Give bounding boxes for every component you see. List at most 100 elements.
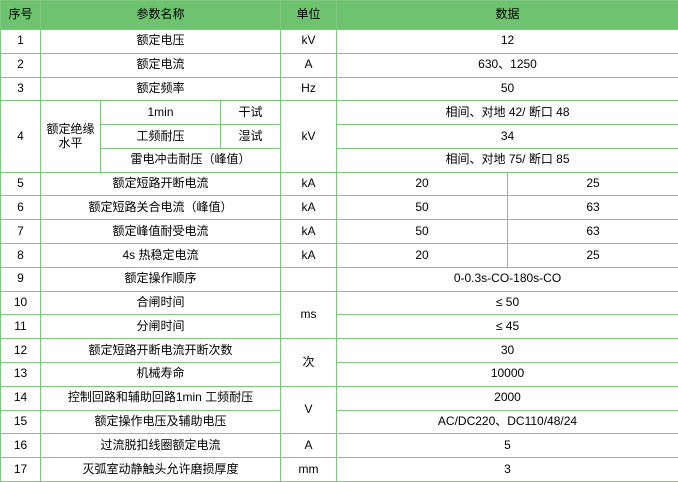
table-row: 17 灭弧室动静触头允许磨损厚度 mm 3 xyxy=(0,457,678,482)
row-index: 16 xyxy=(0,433,41,459)
row-unit: kV xyxy=(280,100,337,173)
table-row: 6 额定短路关合电流（峰值） kA 50 63 xyxy=(0,195,678,221)
table-row-insulation-2: 工频耐压 湿试 34 xyxy=(1,124,678,149)
row-parameter-name: 额定短路关合电流（峰值） xyxy=(40,195,281,221)
row-data-left: 50 xyxy=(336,219,508,245)
table-row: 5 额定短路开断电流 kA 20 25 xyxy=(0,171,678,197)
row-parameter-name: 控制回路和辅助回路1min 工频耐压 xyxy=(40,385,281,411)
row-data-right: 63 xyxy=(506,219,678,245)
table-row: 13 机械寿命 10000 xyxy=(0,361,678,387)
header-cell-index: 序号 xyxy=(0,0,41,30)
row-data-left: 50 xyxy=(336,195,508,221)
table-row: 7 额定峰值耐受电流 kA 50 63 xyxy=(0,219,678,245)
insulation-condition-dry: 干试 xyxy=(220,100,281,126)
table-row: 10 合闸时间 ms ≤ 50 xyxy=(0,290,678,340)
row-unit: kA xyxy=(280,243,337,268)
row-data: 0-0.3s-CO-180s-CO xyxy=(335,266,678,292)
table-row: 12 额定短路开断电流开断次数 次 30 xyxy=(0,338,678,387)
row-parameter-name: 分闸时间 xyxy=(40,314,281,340)
row-index: 12 xyxy=(0,338,41,363)
insulation-condition-wet: 湿试 xyxy=(220,124,281,149)
row-data-right: 25 xyxy=(506,171,678,197)
row-parameter-name: 额定短路开断电流开断次数 xyxy=(40,338,281,363)
row-index: 2 xyxy=(0,52,41,78)
row-index: 10 xyxy=(0,290,41,316)
row-data: 10000 xyxy=(335,361,678,387)
row-index: 11 xyxy=(0,314,41,340)
table-row: 14 控制回路和辅助回路1min 工频耐压 V 2000 xyxy=(0,385,678,435)
row-index: 13 xyxy=(0,361,41,387)
insulation-lightning-impulse-label: 雷电冲击耐压（峰值） xyxy=(100,147,281,173)
row-unit: kA xyxy=(280,219,337,245)
header-cell-unit: 单位 xyxy=(280,0,337,30)
row-parameter-name: 额定操作电压及辅助电压 xyxy=(40,409,281,435)
row-parameter-name: 机械寿命 xyxy=(40,361,281,387)
row-data-right: 63 xyxy=(506,195,678,221)
row-parameter-name: 额定操作顺序 xyxy=(40,266,281,292)
table-row-insulation-3: 雷电冲击耐压（峰值） 相间、对地 75/ 断口 85 xyxy=(1,147,678,173)
row-index: 5 xyxy=(0,171,41,197)
row-data: 34 xyxy=(335,124,678,149)
row-data: 3 xyxy=(335,457,678,482)
row-data: 630、1250 xyxy=(335,52,678,78)
row-unit: kA xyxy=(280,195,337,221)
row-parameter-name: 4s 热稳定电流 xyxy=(40,243,281,268)
row-unit: mm xyxy=(280,457,337,482)
header-row: 序号 参数名称 单位 数据 xyxy=(0,0,678,30)
row-data-left: 20 xyxy=(336,243,508,268)
table-row: 8 4s 热稳定电流 kA 20 25 xyxy=(0,243,678,268)
row-data: 相间、对地 75/ 断口 85 xyxy=(335,147,678,173)
header-cell-parameter-name: 参数名称 xyxy=(40,0,281,30)
row-index: 17 xyxy=(0,457,41,482)
row-unit: ms xyxy=(280,290,337,340)
row-unit xyxy=(280,266,337,292)
row-unit: kV xyxy=(280,29,337,54)
header-cell-data: 数据 xyxy=(335,0,678,30)
row-data-right: 25 xyxy=(506,243,678,268)
table-body: 1 额定电压 kV 12 2 额定电流 A 630、1250 3 额定频率 Hz… xyxy=(0,29,678,482)
row-unit: A xyxy=(280,433,337,459)
table-row: 9 额定操作顺序 0-0.3s-CO-180s-CO xyxy=(0,266,678,292)
row-parameter-name: 额定电压 xyxy=(40,29,281,54)
row-parameter-name: 灭弧室动静触头允许磨损厚度 xyxy=(40,457,281,482)
row-index: 6 xyxy=(0,195,41,221)
table-row: 3 额定频率 Hz 50 xyxy=(0,76,678,102)
row-index: 15 xyxy=(0,409,41,435)
insulation-test-name: 工频耐压 xyxy=(100,124,221,149)
row-data: ≤ 45 xyxy=(335,314,678,340)
row-parameter-name: 合闸时间 xyxy=(40,290,281,316)
table-row: 2 额定电流 A 630、1250 xyxy=(0,52,678,78)
row-group-label: 额定绝缘水平 xyxy=(40,100,101,173)
row-index: 8 xyxy=(0,243,41,268)
row-data: 5 xyxy=(335,433,678,459)
row-index: 7 xyxy=(0,219,41,245)
table-row: 16 过流脱扣线圈额定电流 A 5 xyxy=(0,433,678,459)
row-unit: Hz xyxy=(280,76,337,102)
table-header: 序号 参数名称 单位 数据 xyxy=(0,0,678,30)
row-parameter-name: 额定短路开断电流 xyxy=(40,171,281,197)
row-data: 2000 xyxy=(335,385,678,411)
row-index: 14 xyxy=(0,385,41,411)
table-row: 15 额定操作电压及辅助电压 AC/DC220、DC110/48/24 xyxy=(0,409,678,435)
insulation-test-type: 1min xyxy=(100,100,221,126)
row-unit: kA xyxy=(280,171,337,197)
row-index: 3 xyxy=(0,76,41,102)
table-row: 11 分闸时间 ≤ 45 xyxy=(0,314,678,340)
row-data: 相间、对地 42/ 断口 48 xyxy=(335,100,678,126)
row-unit: 次 xyxy=(280,338,337,387)
row-parameter-name: 额定电流 xyxy=(40,52,281,78)
row-index: 1 xyxy=(0,29,41,54)
row-data: 50 xyxy=(335,76,678,102)
row-unit: V xyxy=(280,385,337,435)
row-index: 9 xyxy=(0,266,41,292)
row-data-left: 20 xyxy=(336,171,508,197)
row-index: 4 xyxy=(0,100,41,173)
table-row-insulation-1: 4 额定绝缘水平 1min 干试 kV 相间、对地 42/ 断口 48 xyxy=(0,100,678,173)
row-unit: A xyxy=(280,52,337,78)
row-data: 12 xyxy=(335,29,678,54)
table-row: 1 额定电压 kV 12 xyxy=(0,29,678,54)
row-data: AC/DC220、DC110/48/24 xyxy=(335,409,678,435)
row-parameter-name: 额定频率 xyxy=(40,76,281,102)
row-parameter-name: 过流脱扣线圈额定电流 xyxy=(40,433,281,459)
